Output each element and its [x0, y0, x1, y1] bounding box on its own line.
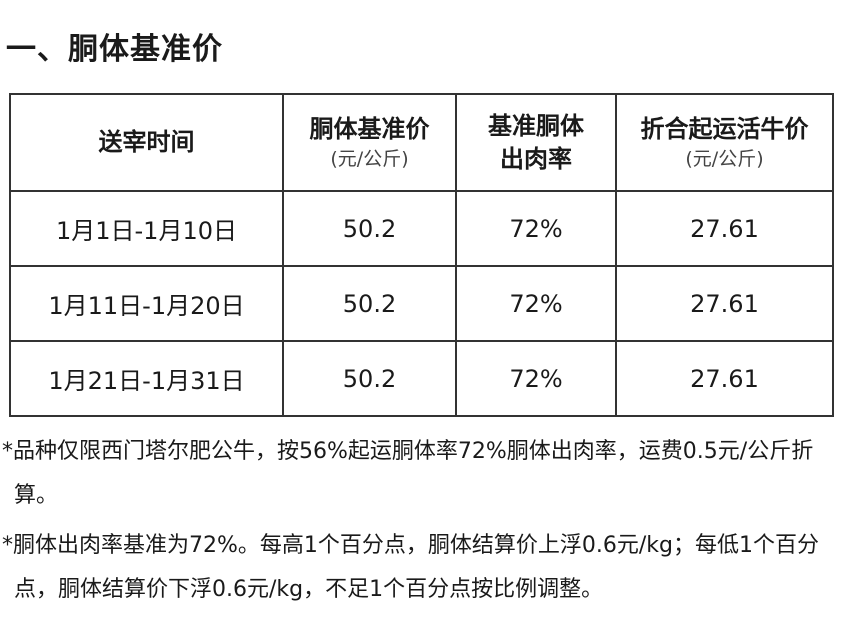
header-unit: (元/公斤) — [330, 148, 409, 170]
table-cell: 72% — [455, 340, 617, 417]
table-cell: 72% — [455, 265, 617, 342]
table-cell: 1月21日-1月31日 — [9, 340, 284, 417]
table-cell: 1月11日-1月20日 — [9, 265, 284, 342]
header-text: 折合起运活牛价 — [640, 115, 809, 143]
table-cell: 50.2 — [282, 340, 457, 417]
notes: *品种仅限西门塔尔肥公牛，按56%起运胴体率72%胴体出肉率，运费0.5元/公斤… — [2, 430, 828, 618]
table-row: 1月11日-1月20日 50.2 72% 27.61 — [9, 265, 834, 342]
header-row: 送宰时间 胴体基准价 (元/公斤) 基准胴体 出肉率 折合起运活牛价 (元/公斤) — [9, 93, 834, 192]
table-row: 1月21日-1月31日 50.2 72% 27.61 — [9, 340, 834, 417]
header-text: 送宰时间 — [98, 128, 195, 156]
header-text: 胴体基准价 — [309, 115, 430, 143]
section-title: 一、胴体基准价 — [6, 32, 223, 67]
table-cell: 72% — [455, 190, 617, 267]
header-text: 基准胴体 — [488, 111, 584, 140]
table-row: 1月1日-1月10日 50.2 72% 27.61 — [9, 190, 834, 267]
table-cell: 27.61 — [615, 340, 834, 417]
price-table: 送宰时间 胴体基准价 (元/公斤) 基准胴体 出肉率 折合起运活牛价 (元/公斤) 1月1日… — [9, 93, 834, 417]
table-cell: 50.2 — [282, 190, 457, 267]
table-cell: 1月1日-1月10日 — [9, 190, 284, 267]
header-unit: (元/公斤) — [685, 148, 764, 170]
header-cell: 折合起运活牛价 (元/公斤) — [615, 93, 834, 192]
header-cell: 送宰时间 — [9, 93, 284, 192]
header-cell: 胴体基准价 (元/公斤) — [282, 93, 457, 192]
table-cell: 50.2 — [282, 265, 457, 342]
table-cell: 27.61 — [615, 190, 834, 267]
header-cell: 基准胴体 出肉率 — [455, 93, 617, 192]
table-cell: 27.61 — [615, 265, 834, 342]
note: *品种仅限西门塔尔肥公牛，按56%起运胴体率72%胴体出肉率，运费0.5元/公斤… — [2, 439, 814, 508]
note: *胴体出肉率基准为72%。每高1个百分点，胴体结算价上浮0.6元/kg；每低1个… — [2, 533, 819, 602]
header-text: 出肉率 — [500, 144, 572, 173]
